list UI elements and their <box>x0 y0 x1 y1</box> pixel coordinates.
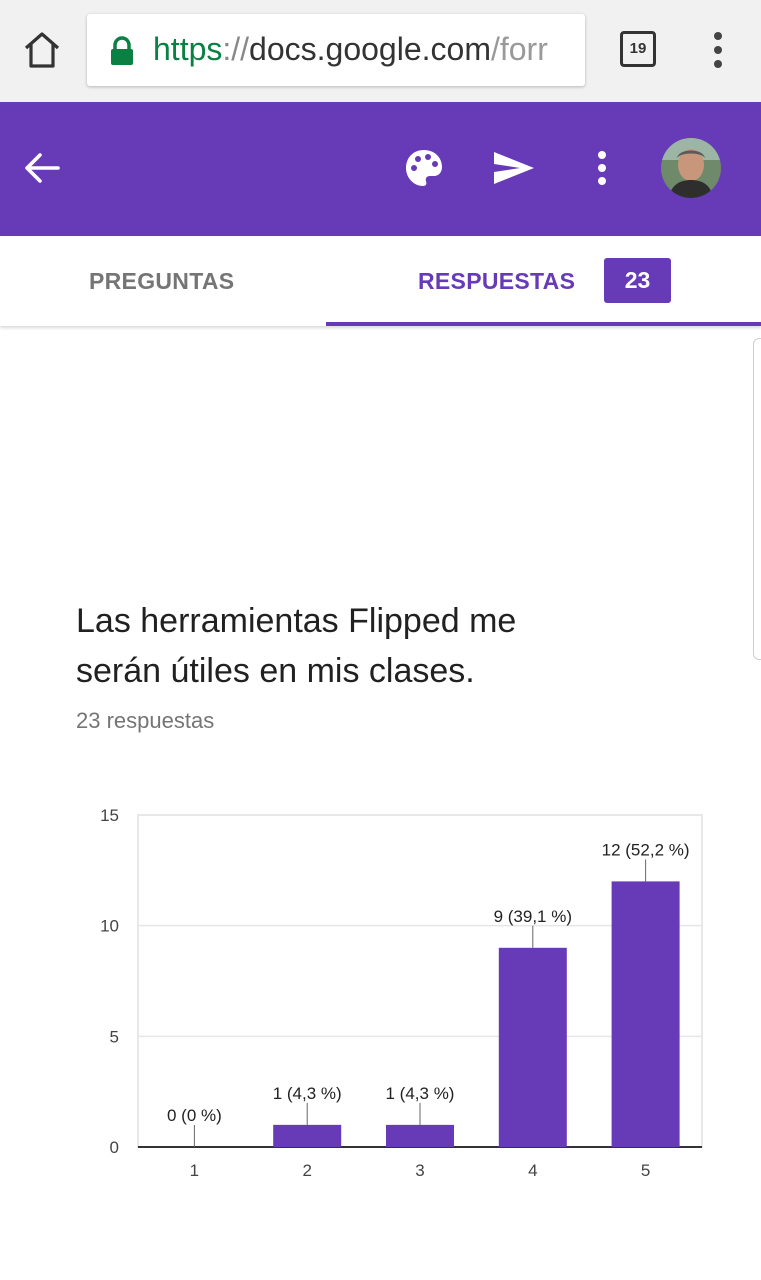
x-tick-label: 3 <box>415 1161 424 1180</box>
tab-respuestas-label: RESPUESTAS <box>418 268 576 294</box>
tab-preguntas[interactable]: PREGUNTAS <box>0 236 326 326</box>
x-tick-label: 2 <box>302 1161 311 1180</box>
data-label: 1 (4,3 %) <box>386 1084 455 1103</box>
y-tick-label: 5 <box>110 1027 119 1046</box>
bar <box>611 881 680 1147</box>
active-tab-indicator <box>326 322 761 326</box>
url-separator: :// <box>222 31 250 67</box>
bar <box>386 1124 454 1147</box>
browser-menu-icon[interactable] <box>700 28 736 72</box>
url-host: docs.google.com <box>249 31 491 67</box>
more-vert-icon[interactable] <box>586 146 618 190</box>
palette-icon[interactable] <box>402 146 446 190</box>
y-tick-label: 10 <box>100 917 119 936</box>
app-bar <box>0 102 761 236</box>
avatar[interactable] <box>661 138 721 198</box>
url-path: /forr <box>490 31 548 67</box>
data-label: 9 (39,1 %) <box>494 907 572 926</box>
question-title: Las herramientas Flipped me serán útiles… <box>76 602 517 690</box>
browser-toolbar: https://docs.google.com/forr 19 <box>0 0 761 102</box>
tab-respuestas[interactable]: RESPUESTAS 23 <box>326 236 761 326</box>
x-tick-label: 5 <box>641 1161 650 1180</box>
address-bar[interactable]: https://docs.google.com/forr <box>87 14 585 86</box>
tab-bar: PREGUNTAS RESPUESTAS 23 <box>0 236 761 326</box>
response-count-text: 23 respuestas <box>76 708 215 733</box>
data-label: 1 (4,3 %) <box>273 1084 342 1103</box>
x-tick-label: 4 <box>528 1161 537 1180</box>
back-arrow-icon[interactable] <box>20 146 64 190</box>
tab-preguntas-label: PREGUNTAS <box>89 268 235 294</box>
y-tick-label: 0 <box>110 1138 119 1157</box>
side-panel-edge <box>753 338 761 660</box>
data-label: 12 (52,2 %) <box>602 840 690 859</box>
bar <box>273 1124 342 1147</box>
bar <box>498 947 567 1147</box>
url-text: https://docs.google.com/forr <box>153 30 548 68</box>
home-icon[interactable] <box>18 26 66 74</box>
send-icon[interactable] <box>490 144 538 192</box>
tabs-icon[interactable]: 19 <box>620 31 656 67</box>
lock-icon <box>109 36 135 66</box>
url-scheme: https <box>153 31 223 67</box>
data-label: 0 (0 %) <box>167 1106 222 1125</box>
response-count-badge: 23 <box>604 258 671 303</box>
y-tick-label: 15 <box>100 806 119 825</box>
bar-chart: 0 5 10 15 0 (0 %) 1 1 (4,3 %) 2 1 (4,3 %) 3 9 (39,… <box>100 806 703 1180</box>
x-tick-label: 1 <box>190 1161 199 1180</box>
